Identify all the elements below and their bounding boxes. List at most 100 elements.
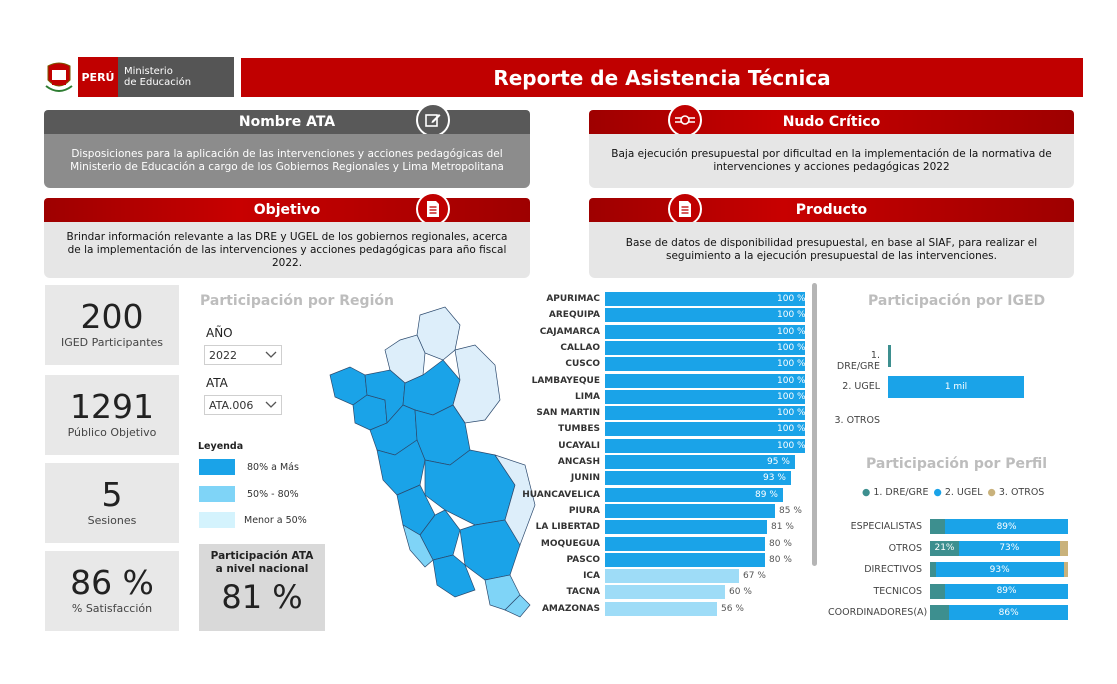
perfil-legend: ● 1. DRE/GRE ● 2. UGEL ● 3. OTROS — [862, 487, 1044, 498]
objetivo-body: Brindar información relevante a las DRE … — [44, 222, 530, 278]
region-value-label: 100 % — [777, 342, 806, 353]
critical-node-icon — [668, 103, 702, 137]
perfil-segment-ugel[interactable]: 89% — [945, 519, 1068, 534]
iged-bar[interactable] — [888, 345, 891, 367]
region-label: CAJAMARCA — [539, 326, 600, 337]
region-value-label: 80 % — [769, 538, 792, 549]
perfil-segment-ugel[interactable]: 89% — [945, 583, 1068, 599]
national-value: 81 % — [221, 578, 303, 616]
perfil-segment-dre[interactable] — [930, 583, 946, 599]
perfil-segment-otros[interactable] — [1059, 540, 1068, 556]
perfil-stacked-chart: ESPECIALISTAS 89% OTROS 21% 73% DIRECTIVOS 93%… — [828, 515, 1078, 625]
region-bar[interactable] — [605, 585, 725, 600]
perfil-legend-label: 3. OTROS — [998, 487, 1045, 498]
producto-body: Base de datos de disponibilidad presupue… — [589, 222, 1074, 278]
region-label: ANCASH — [557, 457, 600, 467]
region-value-label: 100 % — [777, 424, 806, 435]
region-value-label: 56 % — [721, 603, 744, 614]
region-bar[interactable] — [605, 438, 805, 453]
peru-region-map — [325, 305, 540, 620]
ata-slicer-value: ATA.006 — [209, 398, 254, 412]
perfil-segment-ugel[interactable]: 73% — [958, 540, 1060, 556]
region-label: AMAZONAS — [541, 603, 600, 614]
region-value-label: 60 % — [729, 587, 752, 598]
national-participation-card: Participación ATA a nivel nacional 81 % — [199, 544, 325, 631]
iged-label: 1. DRE/GRE — [836, 350, 880, 372]
perfil-segment-otros[interactable] — [1063, 562, 1068, 577]
nudo-critico-header: Nudo Crítico — [589, 110, 1074, 134]
region-label: APURIMAC — [546, 294, 600, 304]
region-label: LA LIBERTAD — [535, 522, 600, 533]
legend-label-low: Menor a 50% — [244, 515, 307, 526]
region-bar[interactable] — [605, 471, 791, 486]
perfil-segment-ugel[interactable]: 93% — [935, 562, 1064, 577]
region-bar[interactable] — [605, 357, 805, 372]
region-label: PASCO — [566, 554, 600, 565]
perfil-segment-dre[interactable] — [930, 605, 950, 620]
region-label: AREQUIPA — [548, 310, 600, 321]
region-bar[interactable] — [605, 503, 775, 518]
region-label: JUNIN — [570, 473, 600, 484]
region-bar[interactable] — [605, 601, 717, 616]
region-bar[interactable] — [605, 569, 739, 584]
region-bar[interactable] — [605, 292, 805, 306]
region-value-label: 100 % — [777, 326, 806, 337]
region-value-label: 89 % — [755, 489, 778, 500]
region-bar[interactable] — [605, 373, 805, 388]
region-label: UCAYALI — [558, 440, 600, 451]
region-chart-scrollbar[interactable] — [812, 283, 817, 566]
objetivo-header: Objetivo — [44, 198, 530, 222]
perfil-legend-item: ● 1. DRE/GRE — [862, 487, 929, 498]
region-bar[interactable] — [605, 422, 805, 437]
kpi-value: 1291 — [70, 387, 154, 426]
region-value-label: 67 % — [743, 571, 766, 582]
chevron-down-icon — [265, 349, 277, 362]
iged-bar-chart: 1. DRE/GRE 2. UGEL 1 mil 3. OTROS — [828, 340, 1078, 435]
perfil-legend-label: 2. UGEL — [944, 487, 983, 498]
kpi-iged-participantes: 200 IGED Participantes — [45, 285, 179, 365]
region-value-label: 80 % — [769, 554, 792, 565]
region-value-label: 100 % — [777, 359, 806, 370]
perfil-segment-dre[interactable] — [930, 562, 936, 577]
perfil-segment-dre[interactable] — [930, 519, 946, 534]
ata-slicer[interactable]: ATA.006 — [204, 395, 282, 415]
iged-label: 3. OTROS — [834, 415, 880, 426]
objetivo-title: Objetivo — [253, 202, 321, 218]
iged-section-title: Participación por IGED — [868, 293, 1046, 309]
region-bar[interactable] — [605, 308, 805, 323]
region-bar[interactable] — [605, 389, 805, 404]
document-icon — [416, 192, 450, 226]
legend-label-mid: 50% - 80% — [247, 489, 299, 500]
perfil-segment-dre[interactable]: 21% — [930, 540, 959, 556]
producto-header: Producto — [589, 198, 1074, 222]
region-label: CALLAO — [560, 342, 600, 353]
kpi-value: 86 % — [70, 563, 154, 602]
perfil-section-title: Participación por Perfil — [866, 456, 1048, 472]
national-label-1: Participación ATA — [210, 550, 314, 562]
peru-label: PERÚ — [78, 57, 118, 97]
region-label: LIMA — [574, 391, 600, 402]
iged-bar[interactable]: 1 mil — [888, 376, 1024, 398]
region-bar[interactable] — [605, 536, 765, 551]
region-label: TACNA — [566, 587, 600, 598]
perfil-segment-ugel[interactable]: 86% — [949, 605, 1068, 620]
peru-crest-icon — [44, 60, 74, 94]
region-bar[interactable] — [605, 406, 805, 421]
region-bar[interactable] — [605, 455, 795, 469]
region-value-label: 100 % — [777, 310, 806, 321]
region-bar[interactable] — [605, 487, 783, 502]
year-slicer-label: AÑO — [206, 326, 233, 340]
nombre-ata-header: Nombre ATA — [44, 110, 530, 134]
kpi-value: 200 — [80, 297, 144, 336]
region-bar[interactable] — [605, 520, 767, 535]
legend-label-high: 80% a Más — [247, 462, 299, 473]
region-value-label: 93 % — [763, 473, 786, 484]
region-bar[interactable] — [605, 552, 765, 567]
region-label: MOQUEGUA — [540, 538, 600, 549]
region-value-label: 95 % — [767, 457, 790, 467]
region-bar[interactable] — [605, 324, 805, 339]
year-slicer[interactable]: 2022 — [204, 345, 282, 365]
year-slicer-value: 2022 — [209, 348, 237, 362]
region-bar[interactable] — [605, 340, 805, 355]
legend-title: Leyenda — [198, 441, 244, 452]
